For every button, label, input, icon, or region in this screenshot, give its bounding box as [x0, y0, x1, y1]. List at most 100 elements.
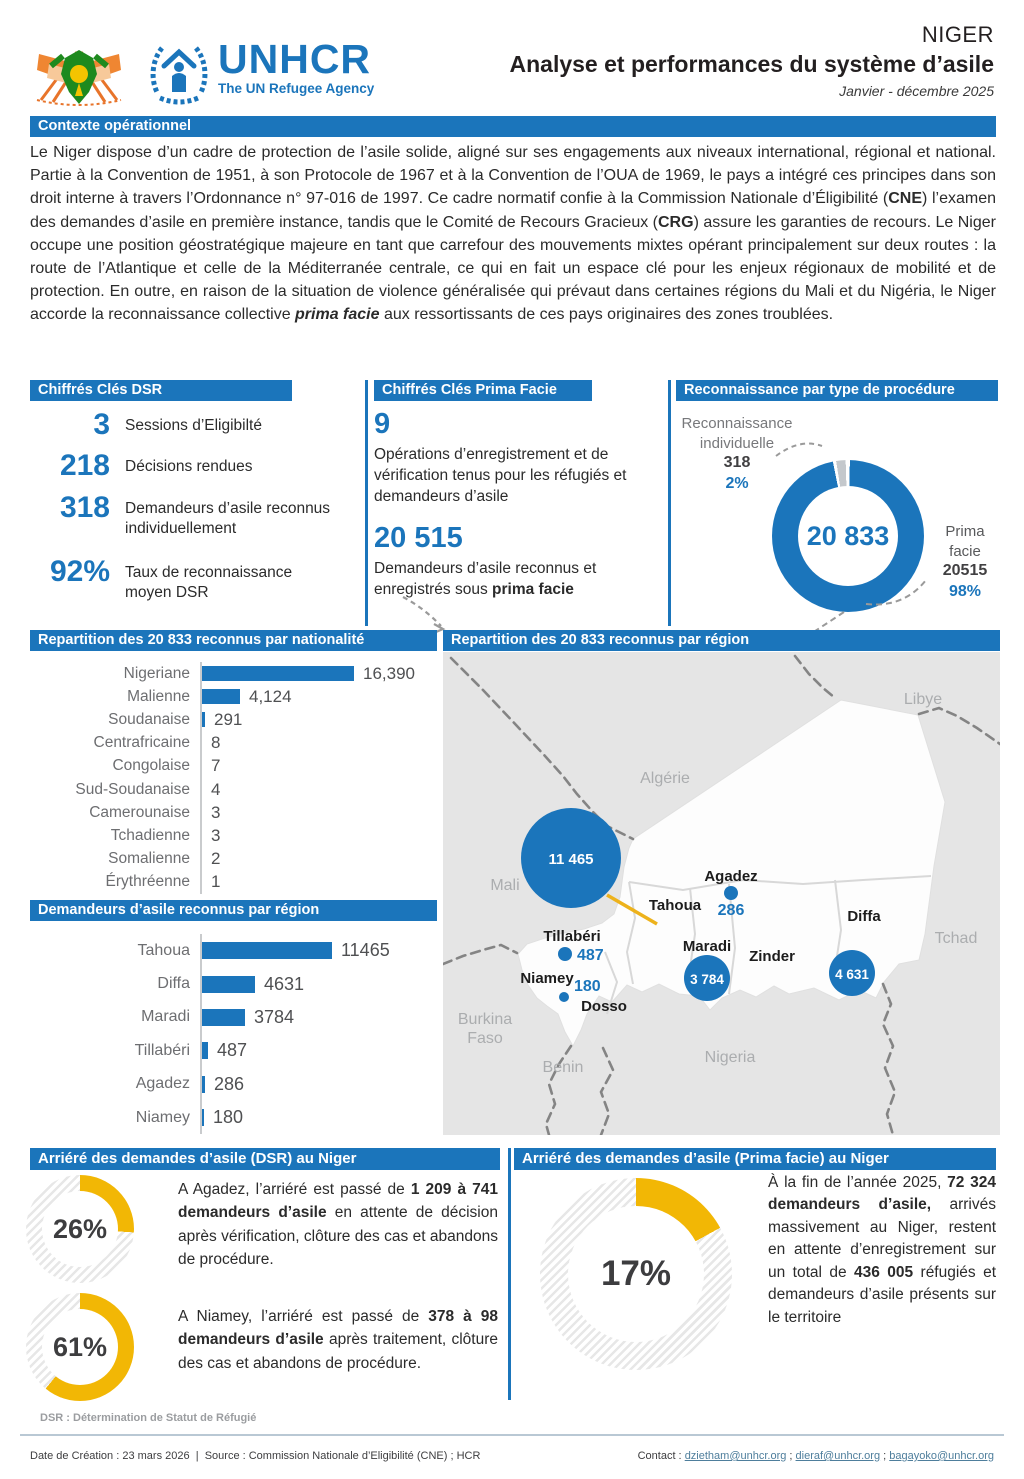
bar-value: 1: [211, 872, 221, 892]
stat-label-text: Demandeurs d’asile reconnus et enregistr…: [374, 559, 597, 598]
footer-contact: Contact : dzietham@unhcr.org ; dieraf@un…: [637, 1450, 994, 1462]
country-border: [449, 656, 635, 841]
bar-value: 3: [211, 802, 221, 822]
dsr-key-figures: 3 Sessions d’Eligibilté 218 Décisions re…: [30, 406, 365, 604]
country-label: Nigeria: [705, 1049, 756, 1066]
bar-row: Tillabéri 487: [30, 1034, 440, 1068]
text: A Agadez, l’arriéré est passé de: [178, 1181, 411, 1198]
donut-label-prima: Prima facie 20515 98%: [932, 522, 998, 603]
bar: [202, 1075, 205, 1093]
country-border: [441, 943, 519, 966]
stat-label-text: Opérations d’enregistrement et de vérifi…: [374, 446, 627, 505]
bar-area: 8: [200, 731, 440, 755]
region-border: [625, 881, 637, 985]
country-border: [881, 982, 897, 1137]
stat-label: Taux de reconnaissance moyen DSR: [125, 564, 293, 602]
contact-label: Contact :: [637, 1450, 682, 1462]
region-label: Maradi: [683, 938, 731, 955]
leader-line: [775, 442, 823, 457]
bar-category-label: Somalienne: [108, 850, 190, 868]
footer-divider: [20, 1434, 1004, 1436]
bar-category-label: Nigeriane: [123, 664, 190, 682]
bubble-leader-line: [606, 893, 658, 926]
bar-row: Agadez 286: [30, 1067, 440, 1101]
contact-email-2[interactable]: dieraf@unhcr.org: [795, 1450, 881, 1462]
bar-row: Centrafricaine 8: [30, 731, 440, 755]
gauge-hole: 17%: [568, 1206, 704, 1342]
bar-area: 16,390: [200, 662, 440, 686]
gauge-hole: 26%: [42, 1191, 118, 1267]
bar: [202, 1042, 208, 1060]
text-bold: 72 324 demandeurs d’asile,: [768, 1174, 996, 1214]
bar-value: 11465: [341, 940, 390, 961]
contact-email-3[interactable]: bagayoko@unhcr.org: [889, 1450, 994, 1462]
bar-row: Diffa 4631: [30, 967, 440, 1001]
region-bubble: [559, 992, 569, 1002]
section-header-region-chart: Demandeurs d’asile reconnus par région: [30, 900, 437, 921]
bar-category-label: Niamey: [135, 1108, 190, 1126]
backlog-prima-paragraph: À la fin de l’année 2025, 72 324 demande…: [768, 1172, 996, 1329]
bar-category-label: Malienne: [127, 687, 190, 705]
text: arrivés massivement au Niger, restent en…: [768, 1196, 996, 1281]
bar-area: 7: [200, 754, 440, 778]
gauge-17: 17%: [540, 1178, 732, 1370]
context-bold-prima-facie: prima facie: [295, 306, 380, 324]
reporting-period: Janvier - décembre 2025: [839, 83, 994, 99]
footer-separator: |: [195, 1450, 199, 1462]
bar-row: Malienne 4,124: [30, 685, 440, 709]
stat-row: 92% Taux de reconnaissance moyen DSR: [30, 557, 365, 603]
region-label: Zinder: [749, 948, 795, 965]
context-text: Le Niger dispose d’un cadre de protectio…: [30, 144, 996, 208]
bar-value: 286: [214, 1073, 245, 1094]
country-label: Burkina Faso: [458, 1011, 512, 1047]
bar: [202, 666, 354, 682]
bar-category-label: Diffa: [157, 975, 190, 993]
unhcr-emblem-icon: [148, 40, 210, 113]
gauge-percent: 61%: [52, 1331, 108, 1362]
donut-hole: 20 833: [798, 486, 898, 586]
gauge-26: 26%: [26, 1175, 134, 1283]
section-header-backlog-dsr: Arriéré des demandes d’asile (DSR) au Ni…: [30, 1148, 500, 1170]
niger-region-map: Algérie Libye Mali Tchad Burkina Faso Benin Nig…: [441, 652, 1002, 1137]
bar-row: Nigeriane 16,390: [30, 662, 440, 686]
bar-area: 3784: [200, 1000, 440, 1035]
bar-value: 2: [211, 849, 221, 869]
map-svg: Algérie Libye Mali Tchad Burkina Faso Benin Nig…: [441, 654, 1002, 1137]
gauge-percent: 26%: [52, 1213, 108, 1244]
region-bubble: [521, 808, 621, 908]
bar-area: 487: [200, 1034, 440, 1068]
country-border: [793, 654, 837, 700]
text: A Niamey, l’arriéré est passé de: [178, 1308, 429, 1325]
stat-label: Demandeurs d’asile reconnus individuelle…: [125, 500, 331, 538]
donut-label-line: Reconnaissance: [681, 415, 793, 432]
nationality-bar-chart: Nigeriane 16,390 Malienne 4,124 Soudanaise 29…: [30, 662, 440, 894]
bar-row: Soudanaise 291: [30, 708, 440, 732]
stat-label-bold: prima facie: [492, 580, 574, 598]
bar-value: 16,390: [363, 663, 415, 683]
donut-percent: 98%: [948, 582, 982, 600]
bar: [202, 942, 332, 960]
context-bold-cne: CNE: [888, 190, 922, 208]
unhcr-tagline: The UN Refugee Agency: [218, 80, 375, 96]
region-label: Diffa: [847, 908, 881, 925]
arrow-icon: [402, 596, 446, 634]
backlog-dsr-paragraph-1: A Agadez, l’arriéré est passé de 1 209 à…: [178, 1178, 498, 1271]
donut-percent: 2%: [725, 474, 749, 492]
bubble-value: 286: [718, 902, 745, 919]
stat-row: 318 Demandeurs d’asile reconnus individu…: [30, 493, 365, 539]
gauge-61: 61%: [26, 1293, 134, 1401]
text: À la fin de l’année 2025,: [768, 1174, 948, 1191]
context-bold-crg: CRG: [658, 213, 694, 231]
footer: Date de Création : 23 mars 2026 | Source…: [30, 1450, 994, 1462]
text-bold: 436 005: [854, 1263, 914, 1281]
bar-row: Camerounaise 3: [30, 801, 440, 825]
bar-value: 487: [217, 1040, 248, 1061]
bar-category-label: Tillabéri: [134, 1041, 190, 1059]
section-header-nationality-chart: Repartition des 20 833 reconnus par nati…: [30, 630, 437, 651]
stat-label: Sessions d’Eligibilté: [125, 417, 262, 434]
bar-row: Tahoua 11465: [30, 934, 440, 968]
contact-email-1[interactable]: dzietham@unhcr.org: [684, 1450, 787, 1462]
bar-category-label: Maradi: [141, 1008, 190, 1026]
section-header-region-map: Repartition des 20 833 reconnus par régi…: [443, 630, 1000, 651]
